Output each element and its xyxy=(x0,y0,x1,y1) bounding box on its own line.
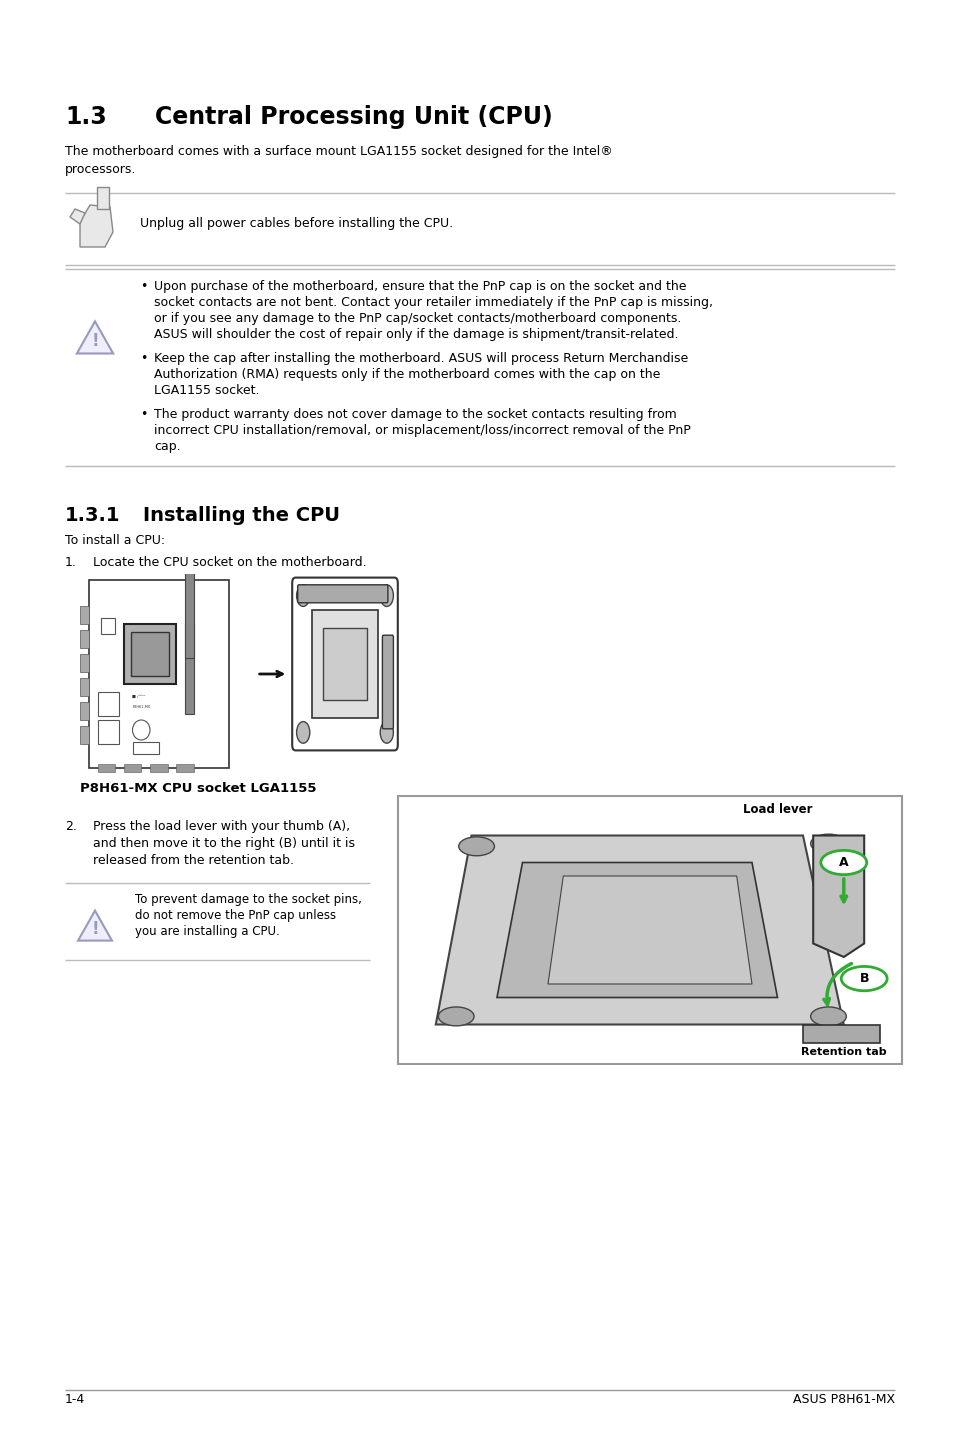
FancyBboxPatch shape xyxy=(97,692,118,716)
Polygon shape xyxy=(89,580,229,768)
Polygon shape xyxy=(80,206,112,247)
Text: 1.3: 1.3 xyxy=(65,105,107,129)
Polygon shape xyxy=(547,876,751,984)
Text: Keep the cap after installing the motherboard. ASUS will process Return Merchand: Keep the cap after installing the mother… xyxy=(153,352,687,365)
Circle shape xyxy=(820,850,866,874)
Polygon shape xyxy=(802,1024,879,1044)
Text: 1.3.1: 1.3.1 xyxy=(65,506,120,525)
Text: A: A xyxy=(838,856,848,869)
Text: ASUS P8H61-MX: ASUS P8H61-MX xyxy=(792,1393,894,1406)
Circle shape xyxy=(841,966,886,991)
FancyBboxPatch shape xyxy=(292,578,397,751)
FancyBboxPatch shape xyxy=(185,624,193,715)
Circle shape xyxy=(458,837,494,856)
Text: Press the load lever with your thumb (A),: Press the load lever with your thumb (A)… xyxy=(92,820,350,833)
Text: B: B xyxy=(859,972,868,985)
FancyBboxPatch shape xyxy=(80,726,89,743)
Text: ■ /ᴬᴱᵁᴸ: ■ /ᴬᴱᵁᴸ xyxy=(132,695,146,699)
Polygon shape xyxy=(97,187,109,209)
Text: !: ! xyxy=(91,920,99,939)
Text: •: • xyxy=(140,280,147,293)
FancyBboxPatch shape xyxy=(131,631,169,676)
Text: incorrect CPU installation/removal, or misplacement/loss/incorrect removal of th: incorrect CPU installation/removal, or m… xyxy=(153,424,690,437)
Polygon shape xyxy=(78,910,112,940)
FancyBboxPatch shape xyxy=(323,628,367,700)
FancyBboxPatch shape xyxy=(297,585,388,603)
Circle shape xyxy=(296,585,310,607)
Circle shape xyxy=(380,585,393,607)
Text: Central Processing Unit (CPU): Central Processing Unit (CPU) xyxy=(154,105,552,129)
Polygon shape xyxy=(436,835,842,1024)
Text: socket contacts are not bent. Contact your retailer immediately if the PnP cap i: socket contacts are not bent. Contact yo… xyxy=(153,296,712,309)
Text: •: • xyxy=(140,352,147,365)
Circle shape xyxy=(380,722,393,743)
Circle shape xyxy=(810,834,845,853)
Text: processors.: processors. xyxy=(65,162,136,175)
FancyBboxPatch shape xyxy=(80,702,89,720)
Circle shape xyxy=(810,1007,845,1025)
Text: Authorization (RMA) requests only if the motherboard comes with the cap on the: Authorization (RMA) requests only if the… xyxy=(153,368,659,381)
Text: P8H61-MX CPU socket LGA1155: P8H61-MX CPU socket LGA1155 xyxy=(80,782,316,795)
FancyBboxPatch shape xyxy=(97,764,115,772)
Text: Load lever: Load lever xyxy=(742,802,811,817)
Text: •: • xyxy=(140,408,147,421)
Circle shape xyxy=(132,720,150,741)
Text: 2.: 2. xyxy=(65,820,77,833)
FancyBboxPatch shape xyxy=(132,742,158,754)
Text: !: ! xyxy=(91,332,99,351)
FancyBboxPatch shape xyxy=(80,630,89,649)
Text: or if you see any damage to the PnP cap/socket contacts/motherboard components.: or if you see any damage to the PnP cap/… xyxy=(153,312,680,325)
Text: 1.: 1. xyxy=(65,557,77,569)
Text: do not remove the PnP cap unless: do not remove the PnP cap unless xyxy=(135,909,335,922)
FancyBboxPatch shape xyxy=(80,605,89,624)
Circle shape xyxy=(296,722,310,743)
FancyBboxPatch shape xyxy=(185,568,193,659)
Text: To install a CPU:: To install a CPU: xyxy=(65,533,165,546)
Text: LGA1155 socket.: LGA1155 socket. xyxy=(153,384,259,397)
Text: P8H61-MX: P8H61-MX xyxy=(132,705,151,709)
Text: and then move it to the right (B) until it is: and then move it to the right (B) until … xyxy=(92,837,355,850)
Polygon shape xyxy=(497,863,777,998)
Polygon shape xyxy=(77,322,113,354)
FancyBboxPatch shape xyxy=(312,610,377,718)
Text: The motherboard comes with a surface mount LGA1155 socket designed for the Intel: The motherboard comes with a surface mou… xyxy=(65,145,612,158)
Text: The product warranty does not cover damage to the socket contacts resulting from: The product warranty does not cover dama… xyxy=(153,408,676,421)
Text: you are installing a CPU.: you are installing a CPU. xyxy=(135,925,279,938)
Text: released from the retention tab.: released from the retention tab. xyxy=(92,854,294,867)
FancyBboxPatch shape xyxy=(97,720,118,743)
FancyBboxPatch shape xyxy=(150,764,168,772)
FancyBboxPatch shape xyxy=(382,636,393,729)
FancyBboxPatch shape xyxy=(124,764,141,772)
Text: Installing the CPU: Installing the CPU xyxy=(143,506,339,525)
FancyBboxPatch shape xyxy=(80,677,89,696)
Polygon shape xyxy=(812,835,863,958)
Text: Retention tab: Retention tab xyxy=(801,1047,885,1057)
FancyBboxPatch shape xyxy=(80,654,89,672)
Circle shape xyxy=(437,1007,474,1025)
Text: cap.: cap. xyxy=(153,440,180,453)
Text: 1-4: 1-4 xyxy=(65,1393,85,1406)
Text: Upon purchase of the motherboard, ensure that the PnP cap is on the socket and t: Upon purchase of the motherboard, ensure… xyxy=(153,280,686,293)
Text: ASUS will shoulder the cost of repair only if the damage is shipment/transit-rel: ASUS will shoulder the cost of repair on… xyxy=(153,328,678,341)
Text: To prevent damage to the socket pins,: To prevent damage to the socket pins, xyxy=(135,893,361,906)
FancyBboxPatch shape xyxy=(176,764,193,772)
Polygon shape xyxy=(70,209,85,224)
FancyBboxPatch shape xyxy=(124,624,176,684)
FancyBboxPatch shape xyxy=(101,618,115,634)
Text: Locate the CPU socket on the motherboard.: Locate the CPU socket on the motherboard… xyxy=(92,557,366,569)
Text: Unplug all power cables before installing the CPU.: Unplug all power cables before installin… xyxy=(140,217,453,230)
